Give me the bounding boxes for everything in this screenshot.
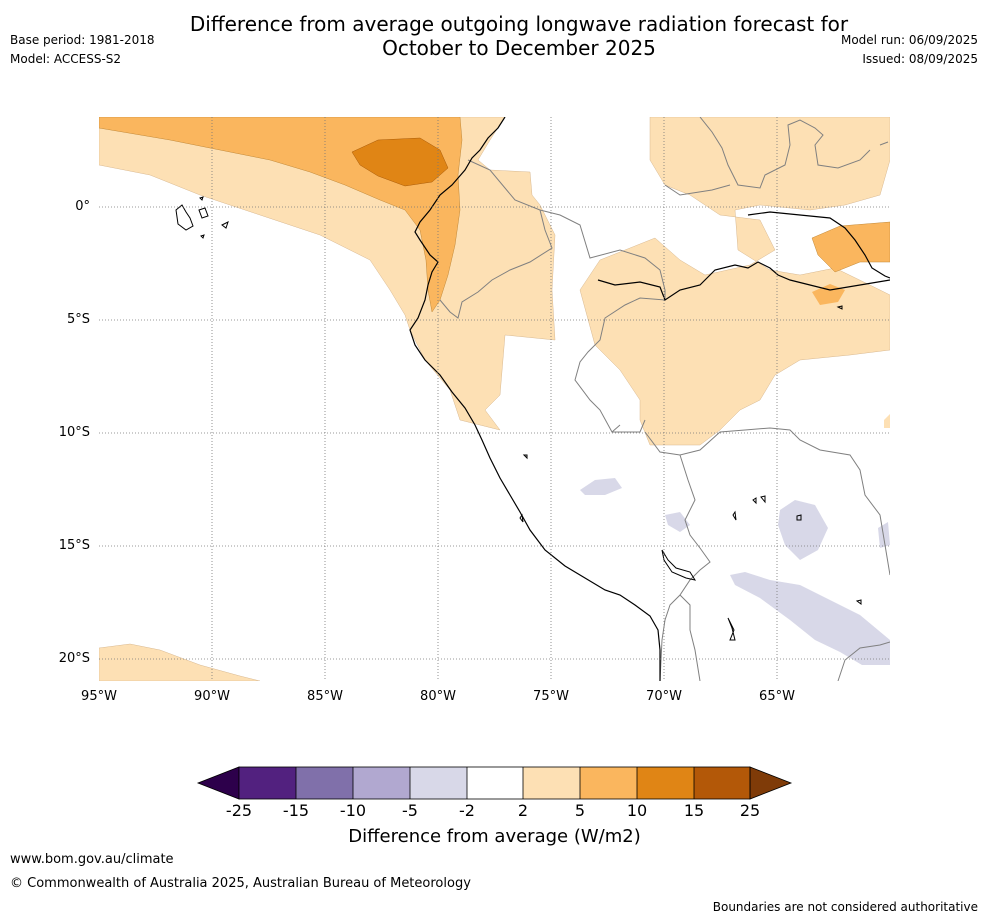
lon-label: 80°W	[420, 689, 456, 704]
colorbar-high-extension	[749, 766, 793, 800]
colorbar-bin	[580, 767, 637, 799]
colorbar-bin	[353, 767, 410, 799]
colorbar-tick-label: 25	[739, 801, 761, 820]
lon-label: 70°W	[646, 689, 682, 704]
colorbar-tick-label: 10	[626, 801, 648, 820]
colorbar-low-extension	[196, 766, 240, 800]
footer-copyright: © Commonwealth of Australia 2025, Austra…	[10, 876, 471, 891]
anomaly-region-east-light	[579, 117, 890, 446]
colorbar-bin	[410, 767, 467, 799]
anomaly-region-negative-4	[878, 522, 890, 548]
lat-label: 5°S	[66, 312, 90, 327]
lon-label: 90°W	[194, 689, 230, 704]
colorbar-tick-label: -15	[282, 801, 310, 820]
country-borders	[439, 117, 890, 681]
colorbar	[196, 766, 793, 800]
colorbar-bin	[296, 767, 353, 799]
colorbar-tick-label: 5	[574, 801, 586, 820]
anomaly-region-east-edge	[884, 414, 890, 428]
colorbar-tick-label: 15	[683, 801, 705, 820]
anomaly-region-negative-5	[730, 572, 890, 665]
colorbar-bin	[523, 767, 580, 799]
colorbar-title: Difference from average (W/m2)	[348, 826, 641, 847]
title-line-2: October to December 2025	[382, 36, 656, 60]
anomaly-region-sw-light	[99, 643, 261, 681]
coastline	[409, 117, 890, 681]
colorbar-bin	[637, 767, 694, 799]
footer-url: www.bom.gov.au/climate	[10, 852, 174, 867]
graticule	[99, 117, 890, 681]
anomaly-region-negative-3	[778, 500, 828, 560]
galapagos-islands	[175, 196, 229, 239]
small-lakes	[519, 305, 862, 641]
base-period: Base period: 1981-2018	[10, 33, 155, 47]
lon-label: 75°W	[533, 689, 569, 704]
colorbar-tick-label: -2	[459, 801, 475, 820]
anomaly-region-negative-1	[580, 478, 622, 495]
colorbar-tick-label: 2	[517, 801, 529, 820]
colorbar-tick-label: -10	[339, 801, 367, 820]
lon-label: 95°W	[81, 689, 117, 704]
model-run-date: Model run: 06/09/2025	[840, 33, 978, 47]
disclaimer: Boundaries are not considered authoritat…	[712, 900, 978, 914]
lon-label: 85°W	[307, 689, 343, 704]
anomaly-region-nw-dark	[351, 137, 449, 187]
colorbar-tick-label: -5	[402, 801, 418, 820]
colorbar-tick-label: -25	[225, 801, 253, 820]
colorbar-bin	[467, 767, 523, 799]
model-name: Model: ACCESS-S2	[10, 52, 122, 66]
map-title: Difference from average outgoing longwav…	[0, 12, 988, 60]
title-line-1: Difference from average outgoing longwav…	[189, 12, 849, 36]
colorbar-bin	[239, 767, 296, 799]
lon-label: 65°W	[759, 689, 795, 704]
lat-label: 20°S	[58, 651, 90, 666]
anomaly-region-negative-2	[665, 512, 690, 532]
lat-label: 0°	[75, 199, 90, 214]
lat-label: 10°S	[58, 425, 90, 440]
lat-label: 15°S	[58, 538, 90, 553]
colorbar-bin	[694, 767, 750, 799]
anomaly-region-east-medium	[811, 221, 890, 273]
issued-date: Issued: 08/09/2025	[862, 52, 978, 66]
